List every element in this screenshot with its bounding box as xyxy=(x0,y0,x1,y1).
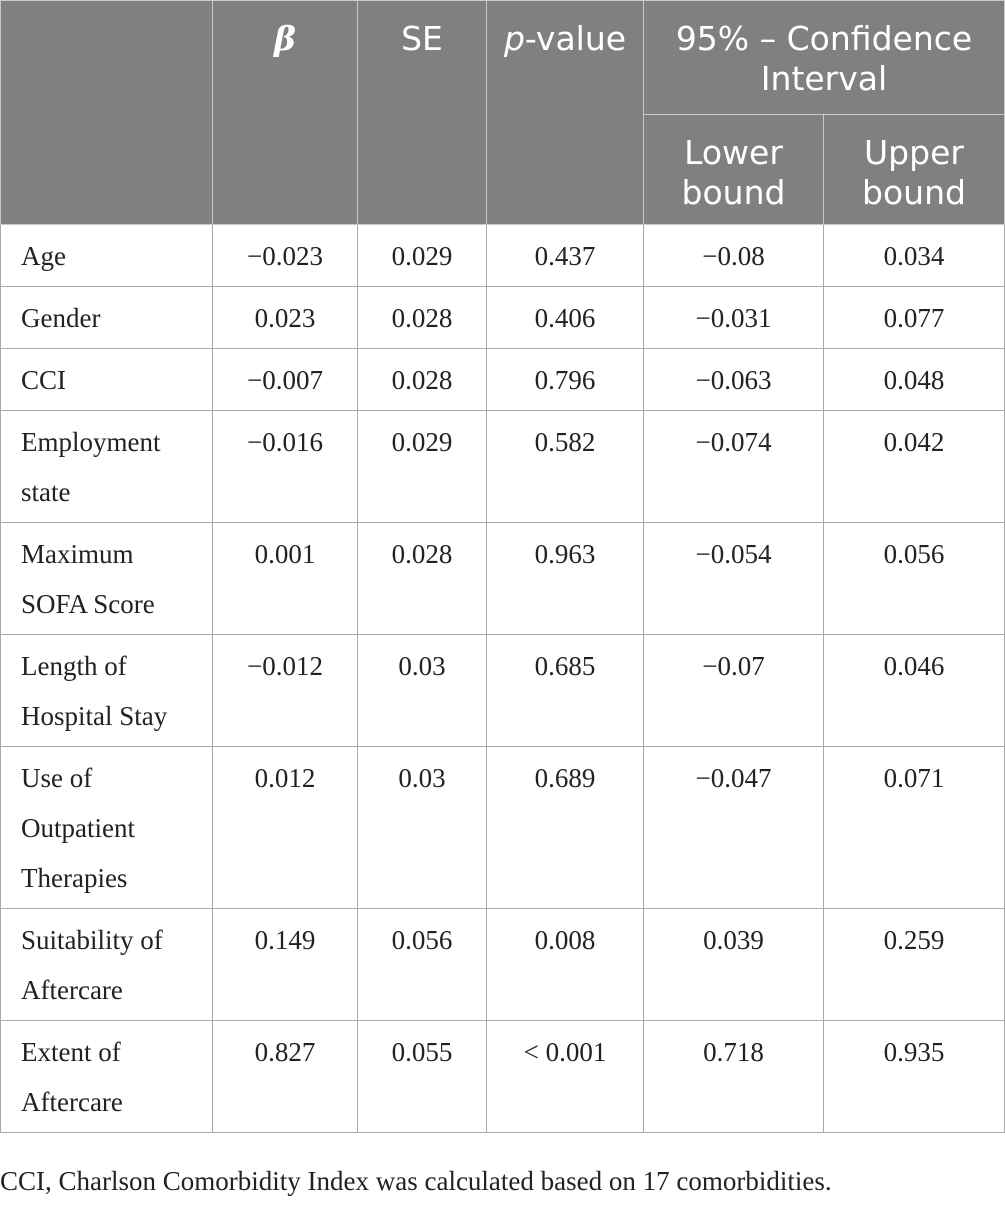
table-row: Maximum SOFA Score 0.001 0.028 0.963 −0.054 0… xyxy=(0,522,1005,635)
table-row: Length of Hospital Stay −0.012 0.03 0.685 −0… xyxy=(0,634,1005,747)
header-p-value: p-value xyxy=(486,0,644,225)
header-upper-bound: Upper bound xyxy=(823,114,1005,225)
cell-beta: −0.012 xyxy=(212,634,358,747)
table-row: Extent of Aftercare 0.827 0.055 < 0.001 0.71… xyxy=(0,1020,1005,1133)
row-label: Length of Hospital Stay xyxy=(0,634,213,747)
cell-beta: 0.827 xyxy=(212,1020,358,1133)
cell-p-value: 0.437 xyxy=(486,224,644,287)
cell-beta: 0.149 xyxy=(212,908,358,1021)
cell-beta: 0.012 xyxy=(212,746,358,909)
cell-p-value: 0.008 xyxy=(486,908,644,1021)
cell-upper-bound: 0.048 xyxy=(823,348,1005,411)
cell-lower-bound: 0.718 xyxy=(643,1020,824,1133)
cell-se: 0.03 xyxy=(357,746,487,909)
cell-se: 0.029 xyxy=(357,410,487,523)
table-row: Use of Outpatient Therapies 0.012 0.03 0.68… xyxy=(0,746,1005,909)
table-row: Suitability of Aftercare 0.149 0.056 0.008 0… xyxy=(0,908,1005,1021)
cell-upper-bound: 0.071 xyxy=(823,746,1005,909)
cell-beta: 0.001 xyxy=(212,522,358,635)
cell-p-value: 0.406 xyxy=(486,286,644,349)
cell-beta: −0.016 xyxy=(212,410,358,523)
cell-upper-bound: 0.056 xyxy=(823,522,1005,635)
cell-p-value: 0.689 xyxy=(486,746,644,909)
cell-se: 0.029 xyxy=(357,224,487,287)
cell-lower-bound: −0.031 xyxy=(643,286,824,349)
table-row: Gender 0.023 0.028 0.406 −0.031 0.077 xyxy=(0,286,1005,349)
row-label: CCI xyxy=(0,348,213,411)
cell-upper-bound: 0.034 xyxy=(823,224,1005,287)
cell-upper-bound: 0.259 xyxy=(823,908,1005,1021)
cell-lower-bound: −0.074 xyxy=(643,410,824,523)
cell-beta: −0.007 xyxy=(212,348,358,411)
cell-lower-bound: −0.08 xyxy=(643,224,824,287)
row-label: Maximum SOFA Score xyxy=(0,522,213,635)
table-body: Age −0.023 0.029 0.437 −0.08 0.034 Gender 0.023… xyxy=(0,224,1005,1133)
cell-se: 0.03 xyxy=(357,634,487,747)
cell-lower-bound: −0.047 xyxy=(643,746,824,909)
cell-se: 0.028 xyxy=(357,522,487,635)
regression-table: β SE p-value 95% – Confidence Interval L… xyxy=(0,0,1005,1133)
table-footnote: CCI, Charlson Comorbidity Index was calc… xyxy=(0,1166,832,1196)
cell-lower-bound: 0.039 xyxy=(643,908,824,1021)
cell-upper-bound: 0.042 xyxy=(823,410,1005,523)
cell-upper-bound: 0.077 xyxy=(823,286,1005,349)
header-se: SE xyxy=(357,0,487,225)
header-variable xyxy=(0,0,213,225)
row-label: Age xyxy=(0,224,213,287)
table-row: CCI −0.007 0.028 0.796 −0.063 0.048 xyxy=(0,348,1005,411)
row-label: Employment state xyxy=(0,410,213,523)
cell-beta: −0.023 xyxy=(212,224,358,287)
cell-p-value: 0.582 xyxy=(486,410,644,523)
table-row: Employment state −0.016 0.029 0.582 −0.074 0.… xyxy=(0,410,1005,523)
cell-p-value: < 0.001 xyxy=(486,1020,644,1133)
cell-se: 0.028 xyxy=(357,348,487,411)
header-lower-bound: Lower bound xyxy=(643,114,824,225)
cell-se: 0.055 xyxy=(357,1020,487,1133)
row-label: Suitability of Aftercare xyxy=(0,908,213,1021)
cell-p-value: 0.685 xyxy=(486,634,644,747)
cell-upper-bound: 0.935 xyxy=(823,1020,1005,1133)
cell-p-value: 0.796 xyxy=(486,348,644,411)
cell-lower-bound: −0.07 xyxy=(643,634,824,747)
row-label: Gender xyxy=(0,286,213,349)
cell-se: 0.028 xyxy=(357,286,487,349)
cell-lower-bound: −0.063 xyxy=(643,348,824,411)
header-beta: β xyxy=(212,0,358,225)
row-label: Use of Outpatient Therapies xyxy=(0,746,213,909)
cell-lower-bound: −0.054 xyxy=(643,522,824,635)
header-confidence-interval: 95% – Confidence Interval xyxy=(643,0,1005,115)
cell-beta: 0.023 xyxy=(212,286,358,349)
row-label: Extent of Aftercare xyxy=(0,1020,213,1133)
cell-p-value: 0.963 xyxy=(486,522,644,635)
cell-se: 0.056 xyxy=(357,908,487,1021)
cell-upper-bound: 0.046 xyxy=(823,634,1005,747)
table-row: Age −0.023 0.029 0.437 −0.08 0.034 xyxy=(0,224,1005,287)
